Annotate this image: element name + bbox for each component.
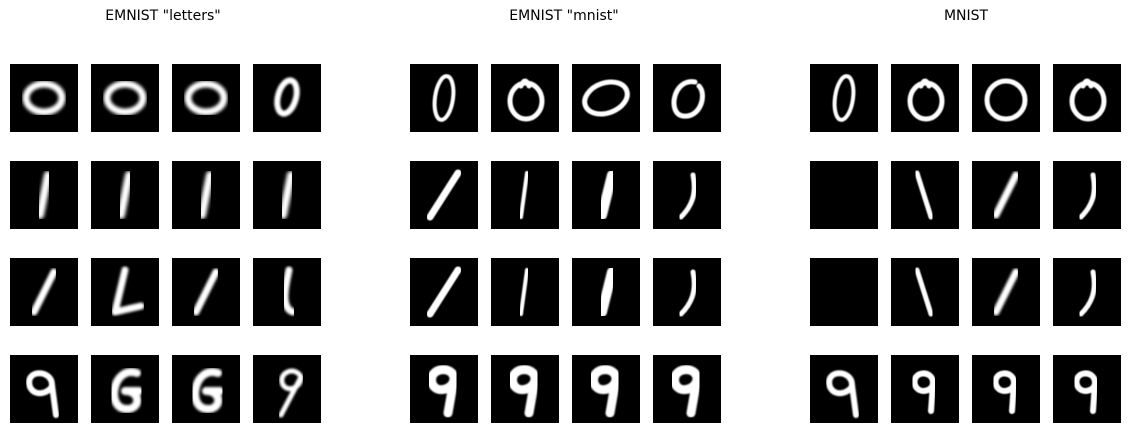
digit-glyph <box>671 79 705 119</box>
digit-glyph <box>427 365 459 418</box>
digit-glyph <box>992 370 1017 414</box>
digit-image-tile <box>810 64 878 132</box>
digit-glyph <box>198 171 214 219</box>
digit-glyph <box>678 172 697 220</box>
digit-image-tile <box>891 258 959 326</box>
digit-glyph <box>678 269 697 317</box>
digit-glyph <box>103 80 147 116</box>
digit-glyph <box>907 78 945 122</box>
digit-image-tile <box>172 258 240 326</box>
digit-image-tile <box>253 258 321 326</box>
digit-glyph <box>184 80 228 116</box>
digit-glyph <box>826 370 859 418</box>
digit-image-tile <box>172 161 240 229</box>
panel-title-emnist-mnist: EMNIST "mnist" <box>509 8 619 24</box>
digit-glyph <box>426 169 462 221</box>
digit-glyph <box>992 171 1020 219</box>
digit-image-tile <box>410 355 478 423</box>
digit-image-tile <box>810 161 878 229</box>
digit-glyph <box>670 365 702 418</box>
digit-image-tile <box>653 64 721 132</box>
digit-image-tile <box>91 355 159 423</box>
digit-image-tile <box>410 161 478 229</box>
digit-image-tile <box>91 64 159 132</box>
digit-glyph <box>597 170 617 220</box>
digit-image-tile <box>891 355 959 423</box>
digit-glyph <box>589 365 621 418</box>
digit-image-tile <box>491 258 559 326</box>
digit-image-tile <box>810 258 878 326</box>
digit-image-tile <box>972 355 1040 423</box>
digit-glyph <box>914 170 934 220</box>
panel-title-emnist-letters: EMNIST "letters" <box>105 8 221 24</box>
digit-glyph <box>1069 78 1107 122</box>
digit-image-tile <box>91 161 159 229</box>
digit-glyph <box>984 78 1028 122</box>
digit-image-tile <box>491 64 559 132</box>
panel-title-mnist: MNIST <box>943 8 989 24</box>
digit-glyph <box>582 79 630 117</box>
digit-glyph <box>1078 172 1097 220</box>
digit-image-tile <box>491 355 559 423</box>
digit-glyph <box>110 368 143 413</box>
digit-glyph <box>191 368 224 413</box>
digit-image-tile <box>1053 161 1121 229</box>
digit-image-tile <box>972 64 1040 132</box>
digit-glyph <box>278 368 304 418</box>
digit-image-tile <box>653 161 721 229</box>
digit-image-tile <box>410 258 478 326</box>
digit-image-tile <box>10 355 78 423</box>
digit-glyph <box>840 269 846 315</box>
digit-image-tile <box>172 355 240 423</box>
digit-image-tile <box>172 64 240 132</box>
digit-glyph <box>192 268 220 316</box>
digit-glyph <box>519 171 529 219</box>
digit-image-tile <box>10 258 78 326</box>
digit-glyph <box>22 80 66 116</box>
digit-glyph <box>914 267 934 317</box>
digit-image-tile <box>253 161 321 229</box>
digit-glyph <box>519 268 529 316</box>
digit-glyph <box>26 370 59 418</box>
digit-image-tile <box>572 355 640 423</box>
digit-image-tile <box>572 258 640 326</box>
digit-glyph <box>274 77 300 117</box>
digit-glyph <box>508 365 540 418</box>
digit-image-tile <box>253 355 321 423</box>
digit-image-tile <box>653 258 721 326</box>
digit-image-tile <box>891 64 959 132</box>
digit-glyph <box>507 78 545 122</box>
digit-glyph <box>117 171 133 219</box>
digit-image-tile <box>972 258 1040 326</box>
digit-glyph <box>36 171 52 219</box>
digit-image-tile <box>653 355 721 423</box>
digit-image-tile <box>572 64 640 132</box>
digit-glyph <box>832 74 856 122</box>
digit-glyph <box>111 266 145 316</box>
digit-image-tile <box>572 161 640 229</box>
digit-image-tile <box>410 64 478 132</box>
digit-glyph <box>1078 269 1097 317</box>
digit-glyph <box>432 74 456 122</box>
digit-image-tile <box>91 258 159 326</box>
digit-image-tile <box>1053 258 1121 326</box>
digit-image-tile <box>1053 64 1121 132</box>
digit-image-tile <box>810 355 878 423</box>
digit-glyph <box>30 268 58 316</box>
digit-image-tile <box>253 64 321 132</box>
digit-glyph <box>281 266 297 316</box>
digit-glyph <box>911 370 936 414</box>
digit-glyph <box>840 172 846 218</box>
digit-glyph <box>597 267 617 317</box>
digit-image-tile <box>491 161 559 229</box>
digit-glyph <box>992 268 1020 316</box>
digit-image-tile <box>972 161 1040 229</box>
digit-glyph <box>426 266 462 318</box>
digit-glyph <box>279 171 295 219</box>
digit-image-tile <box>10 161 78 229</box>
digit-image-tile <box>1053 355 1121 423</box>
digit-glyph <box>1073 370 1098 414</box>
digit-image-tile <box>891 161 959 229</box>
digit-image-tile <box>10 64 78 132</box>
